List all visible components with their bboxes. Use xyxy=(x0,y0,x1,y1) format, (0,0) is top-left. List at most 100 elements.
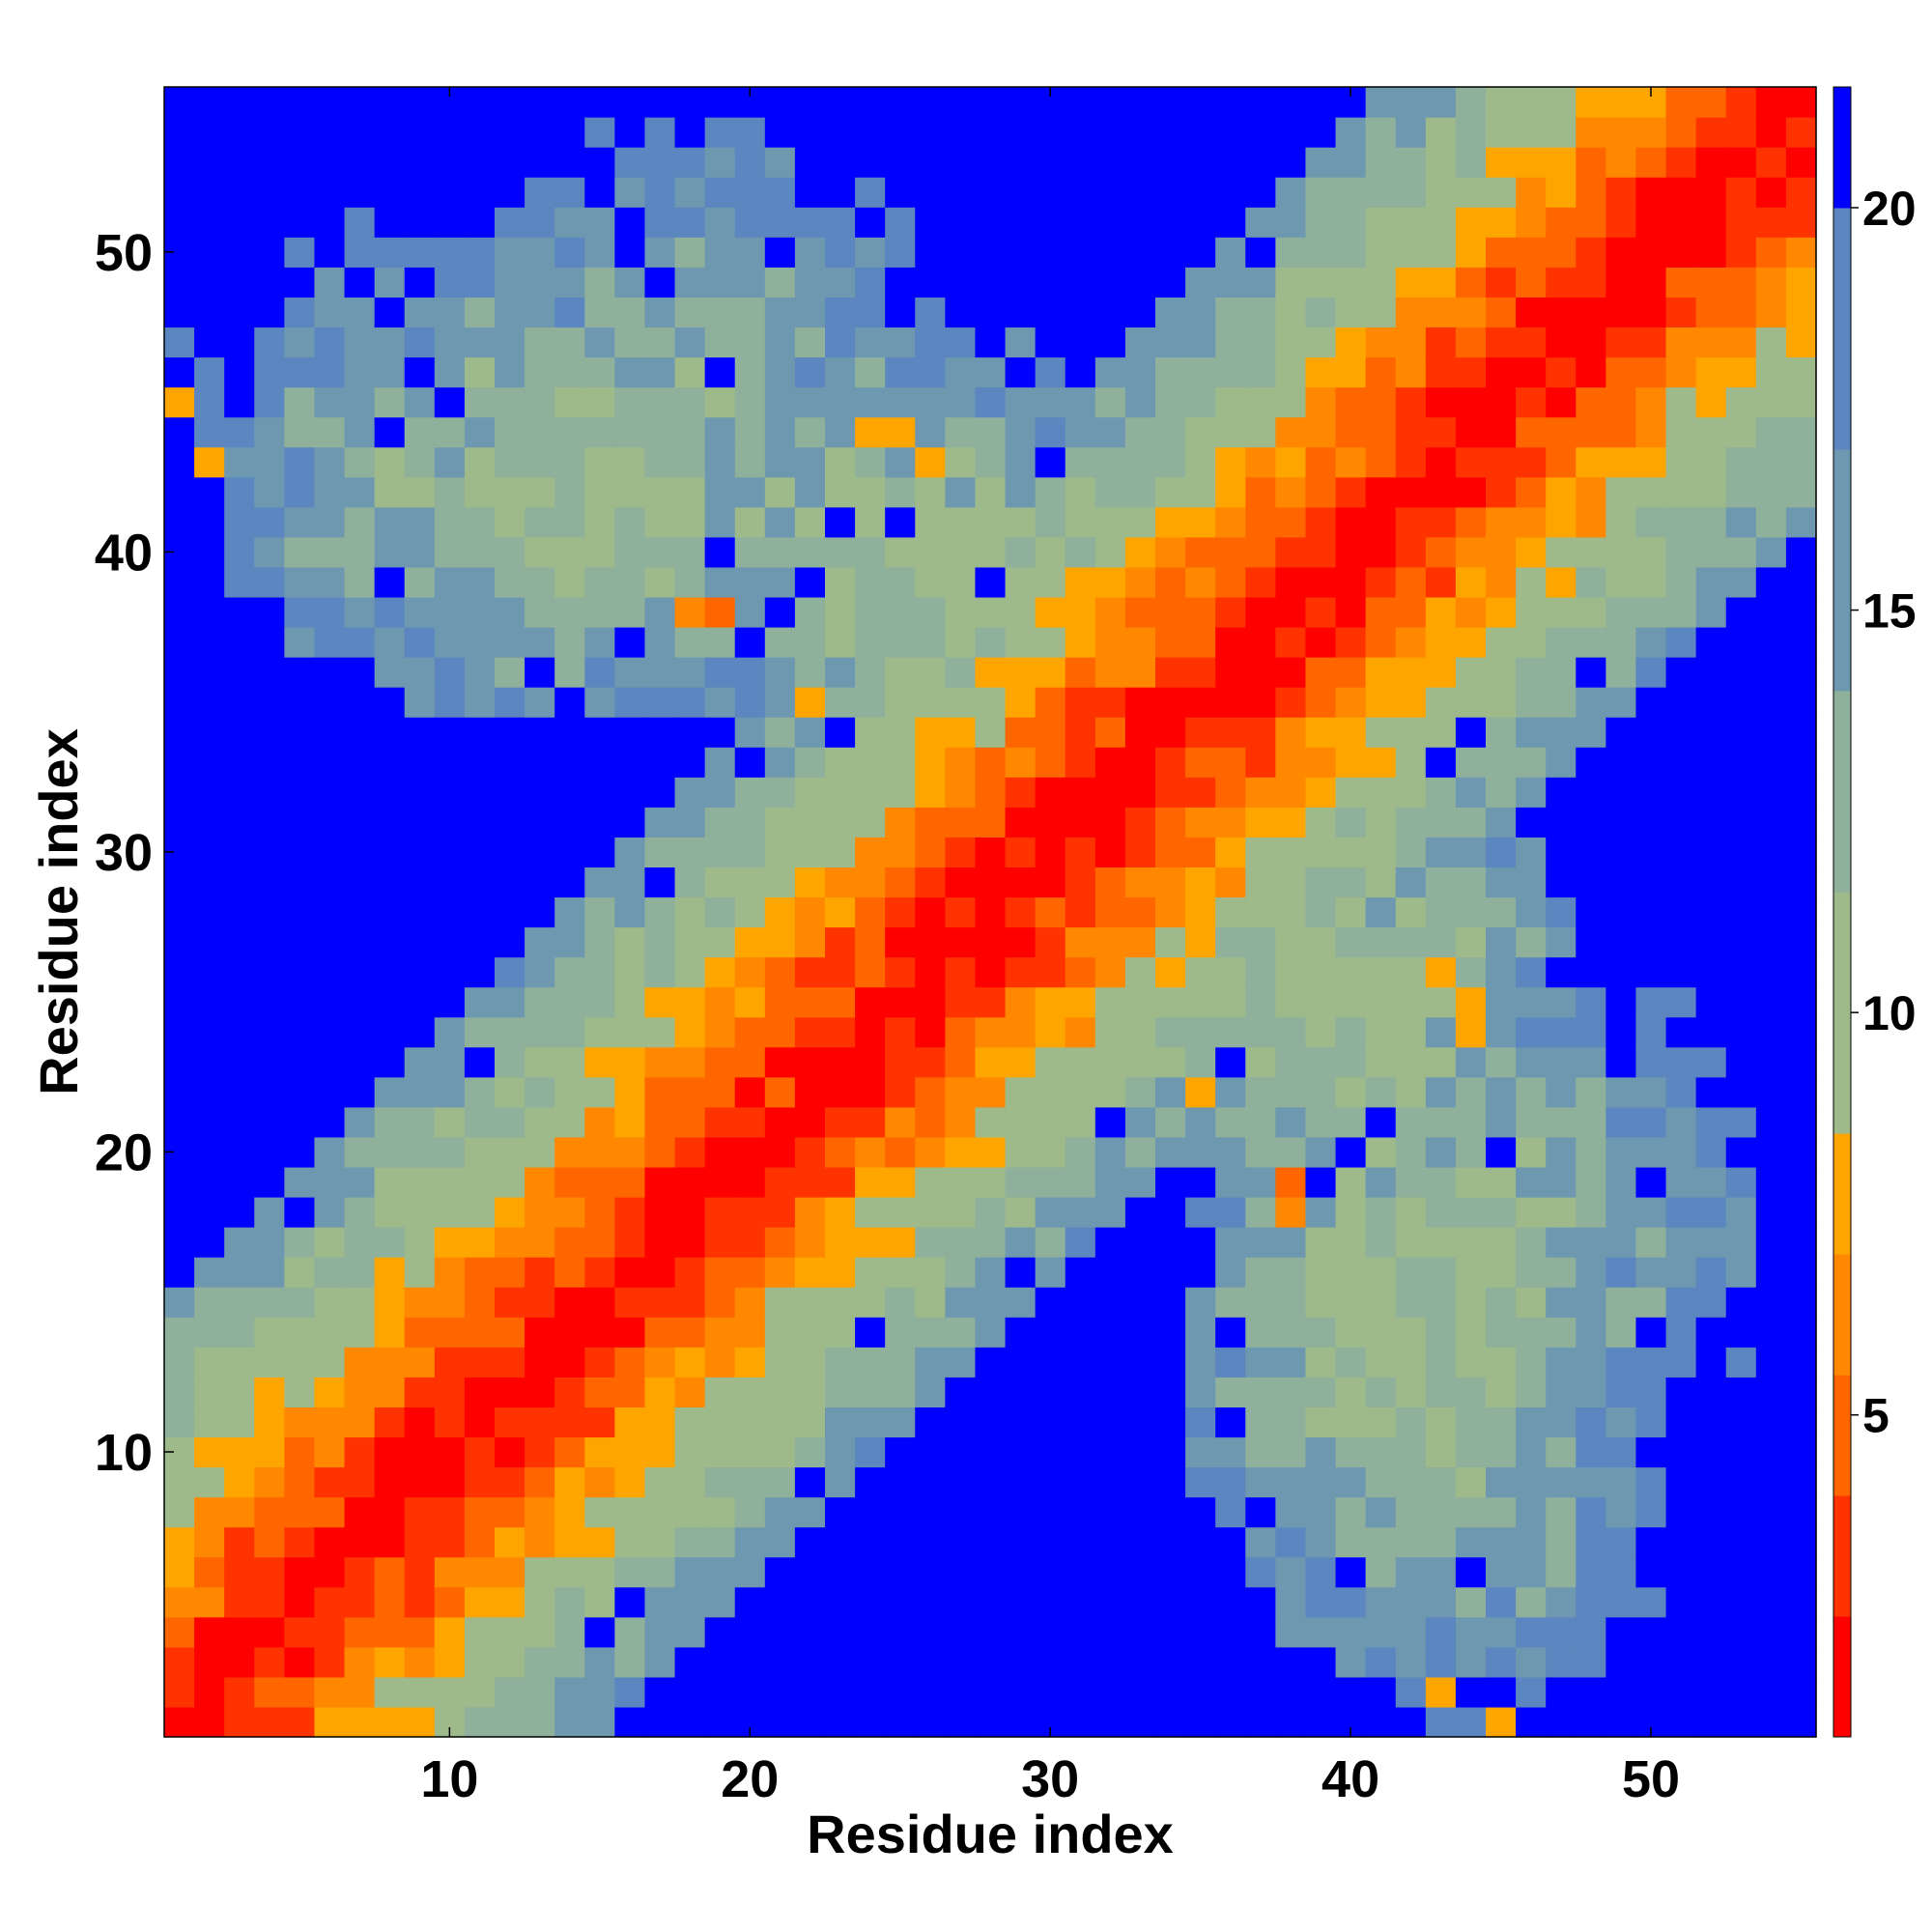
heatmap-cell xyxy=(1576,926,1606,958)
heatmap-cell xyxy=(1124,1646,1156,1678)
heatmap-cell xyxy=(525,1166,555,1198)
heatmap-cell xyxy=(1665,267,1697,298)
heatmap-cell xyxy=(374,626,406,658)
heatmap-cell xyxy=(1725,717,1757,748)
heatmap-cell xyxy=(1455,506,1487,538)
heatmap-cell xyxy=(1005,207,1037,238)
heatmap-cell xyxy=(314,1016,346,1048)
heatmap-cell xyxy=(1124,1676,1156,1708)
heatmap-cell xyxy=(945,1556,977,1588)
heatmap-cell xyxy=(1605,177,1637,208)
heatmap-cell xyxy=(284,626,316,658)
heatmap-cell xyxy=(1215,687,1246,718)
heatmap-cell xyxy=(794,777,826,808)
heatmap-cell xyxy=(1065,747,1096,778)
heatmap-cell xyxy=(1486,1227,1517,1258)
heatmap-cell xyxy=(1185,117,1216,148)
heatmap-cell xyxy=(1094,1227,1126,1258)
heatmap-cell xyxy=(975,777,1007,808)
heatmap-cell xyxy=(1546,1556,1577,1588)
heatmap-cell xyxy=(164,867,195,898)
heatmap-cell xyxy=(885,1377,916,1407)
heatmap-cell xyxy=(674,386,706,418)
heatmap-cell xyxy=(1546,717,1577,748)
heatmap-cell xyxy=(1185,896,1216,928)
heatmap-cell xyxy=(1395,237,1427,268)
heatmap-cell xyxy=(1365,1676,1397,1708)
heatmap-cell xyxy=(975,207,1007,238)
heatmap-cell xyxy=(1335,267,1367,298)
heatmap-cell xyxy=(1546,1436,1577,1468)
heatmap-cell xyxy=(915,986,946,1018)
heatmap-cell xyxy=(1785,1706,1817,1738)
heatmap-cell xyxy=(164,117,195,148)
heatmap-cell xyxy=(495,867,526,898)
heatmap-cell xyxy=(1335,1046,1367,1078)
heatmap-cell xyxy=(1035,717,1066,748)
heatmap-cell xyxy=(1305,1436,1337,1468)
heatmap-cell xyxy=(975,1347,1007,1378)
heatmap-cell xyxy=(975,1526,1007,1558)
heatmap-cell xyxy=(1546,416,1577,448)
heatmap-cell xyxy=(344,1136,376,1168)
heatmap-cell xyxy=(1155,926,1186,958)
heatmap-cell xyxy=(495,566,526,598)
heatmap-cell xyxy=(1546,87,1577,118)
heatmap-cell xyxy=(1305,657,1337,688)
heatmap-cell xyxy=(164,506,195,538)
heatmap-cell xyxy=(464,297,496,328)
heatmap-cell xyxy=(1755,386,1787,418)
heatmap-cell xyxy=(885,1046,916,1078)
heatmap-cell xyxy=(525,117,555,148)
heatmap-cell xyxy=(1124,267,1156,298)
heatmap-cell xyxy=(1755,237,1787,268)
heatmap-cell xyxy=(1215,986,1246,1018)
heatmap-cell xyxy=(644,896,676,928)
heatmap-cell xyxy=(1785,1347,1817,1378)
heatmap-cell xyxy=(1455,177,1487,208)
heatmap-cell xyxy=(1215,896,1246,928)
heatmap-cell xyxy=(1516,986,1547,1018)
heatmap-cell xyxy=(1094,926,1126,958)
heatmap-cell xyxy=(464,1616,496,1648)
heatmap-cell xyxy=(495,1106,526,1138)
heatmap-cell xyxy=(1455,807,1487,838)
heatmap-cell xyxy=(1215,1317,1246,1348)
heatmap-cell xyxy=(584,1136,615,1168)
heatmap-cell xyxy=(1785,1436,1817,1468)
heatmap-cell xyxy=(794,1496,826,1528)
heatmap-cell xyxy=(825,1046,856,1078)
heatmap-cell xyxy=(194,896,225,928)
heatmap-cell xyxy=(1755,986,1787,1018)
heatmap-cell xyxy=(434,1436,466,1468)
heatmap-cell xyxy=(404,237,436,268)
heatmap-cell xyxy=(584,1377,615,1407)
heatmap-cell xyxy=(1455,1496,1487,1528)
heatmap-cell xyxy=(915,1646,946,1678)
heatmap-cell xyxy=(1275,1496,1307,1528)
heatmap-cell xyxy=(915,1046,946,1078)
heatmap-cell xyxy=(1035,356,1066,388)
heatmap-cell xyxy=(1665,1257,1697,1288)
heatmap-cell xyxy=(1275,747,1307,778)
heatmap-cell xyxy=(794,1466,826,1498)
heatmap-cell xyxy=(1695,416,1727,448)
heatmap-cell xyxy=(1755,747,1787,778)
heatmap-cell xyxy=(1576,1706,1606,1738)
heatmap-cell xyxy=(825,237,856,268)
heatmap-cell xyxy=(1035,1377,1066,1407)
heatmap-cell xyxy=(525,807,555,838)
heatmap-cell xyxy=(525,1287,555,1318)
heatmap-cell xyxy=(1305,1106,1337,1138)
heatmap-cell xyxy=(975,446,1007,478)
colorbar-segment xyxy=(1833,1254,1851,1376)
heatmap-cell xyxy=(1365,747,1397,778)
heatmap-cell xyxy=(1725,986,1757,1018)
heatmap-cell xyxy=(1065,386,1096,418)
heatmap-cell xyxy=(674,926,706,958)
heatmap-cell xyxy=(1425,1706,1457,1738)
heatmap-cell xyxy=(614,986,646,1018)
heatmap-cell xyxy=(1275,837,1307,868)
heatmap-cell xyxy=(404,626,436,658)
heatmap-cell xyxy=(1245,1257,1276,1288)
